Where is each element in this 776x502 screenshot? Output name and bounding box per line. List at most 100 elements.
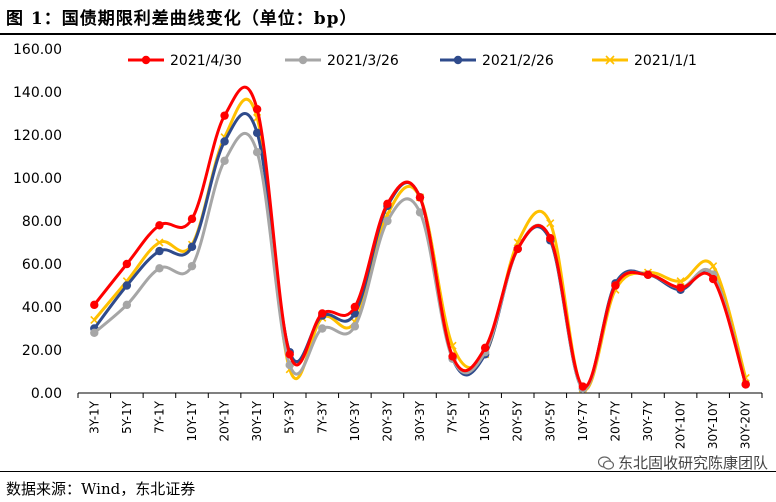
x-tick-label: 10Y-7Y: [576, 400, 590, 441]
source-note: 数据来源：Wind，东北证券: [6, 480, 196, 498]
figure-title: 图 1：国债期限利差曲线变化（单位：bp）: [6, 9, 358, 29]
series-line: [93, 131, 748, 391]
data-point: [709, 262, 718, 271]
data-point: [187, 214, 197, 224]
data-point: [155, 246, 164, 256]
legend-marker: [453, 55, 463, 65]
data-point: [546, 234, 555, 243]
line-chart: 0.00 20.00 40.00 60.00 80.00 100.00 120.00 140.…: [13, 42, 763, 449]
x-axis: 3Y-1Y 5Y-1Y 7Y-1Y 10Y-1Y 20Y-1Y 30Y-1Y 5Y-3Y 7Y…: [77, 392, 763, 449]
data-point: [187, 242, 197, 251]
watermark: 东北固收研究陈康团队: [597, 452, 768, 473]
y-tick-label: 100.00: [13, 171, 62, 187]
wechat-icon: [597, 456, 614, 470]
data-point: [480, 343, 490, 353]
x-tick-label: 30Y-7Y: [641, 400, 655, 441]
title-divider: [0, 33, 776, 35]
x-tick-label: 10Y-3Y: [348, 400, 362, 441]
data-point: [741, 380, 750, 389]
data-point: [155, 221, 164, 230]
x-tick-label: 20Y-3Y: [380, 400, 394, 441]
data-point: [90, 328, 99, 337]
watermark-text: 东北固收研究陈康团队: [617, 454, 768, 472]
data-point: [350, 322, 360, 331]
series-lines: [90, 85, 750, 393]
data-point: [220, 137, 229, 146]
y-tick-label: 140.00: [13, 85, 62, 101]
data-point: [90, 300, 99, 310]
data-point: [415, 208, 425, 217]
data-point: [285, 350, 294, 359]
data-point: [155, 238, 164, 247]
x-tick-label: 20Y-10Y: [674, 400, 688, 449]
series-line: [93, 112, 748, 391]
legend-label: 2021/3/26: [327, 53, 399, 69]
legend-label: 2021/2/26: [482, 53, 554, 69]
x-tick-label: 5Y-1Y: [120, 400, 134, 434]
y-axis: 0.00 20.00 40.00 60.00 80.00 100.00 120.00 140.…: [13, 42, 62, 402]
data-point: [122, 300, 132, 310]
data-point: [252, 148, 262, 157]
data-point: [383, 216, 392, 226]
data-point: [318, 309, 327, 318]
x-tick-label: 30Y-10Y: [706, 400, 720, 449]
data-point: [252, 128, 262, 138]
data-point: [220, 156, 229, 165]
x-tick-label: 30Y-20Y: [739, 400, 753, 449]
x-tick-label: 30Y-5Y: [543, 400, 557, 441]
legend-item: 2021/2/26: [440, 53, 554, 69]
x-tick-label: 5Y-3Y: [283, 400, 297, 434]
data-point: [220, 111, 229, 120]
data-point: [155, 264, 164, 273]
data-point: [643, 270, 653, 279]
legend-label: 2021/1/1: [634, 53, 697, 69]
data-point: [708, 274, 718, 284]
y-tick-label: 0.00: [31, 386, 62, 402]
data-point: [415, 193, 425, 202]
data-point: [187, 261, 197, 271]
x-tick-label: 20Y-7Y: [608, 400, 622, 441]
legend: 2021/4/30 2021/3/26 2021/2/26 2021/1/1: [128, 53, 697, 69]
legend-label: 2021/4/30: [170, 53, 242, 69]
legend-item: 2021/1/1: [592, 53, 697, 69]
data-point: [513, 244, 522, 254]
data-point: [448, 352, 457, 361]
y-tick-label: 160.00: [13, 42, 62, 58]
x-tick-label: 7Y-1Y: [152, 400, 166, 434]
x-tick-label: 7Y-3Y: [315, 400, 329, 434]
legend-item: 2021/3/26: [285, 53, 399, 69]
legend-item: 2021/4/30: [128, 53, 242, 69]
data-point: [383, 199, 392, 208]
data-point: [350, 302, 360, 312]
series-2021/3/26: [90, 131, 750, 393]
data-point: [122, 281, 132, 290]
data-point: [252, 105, 262, 114]
legend-marker: [141, 55, 151, 65]
data-point: [611, 281, 620, 290]
y-tick-label: 40.00: [22, 300, 62, 316]
y-tick-label: 80.00: [22, 214, 62, 230]
footer-divider: [0, 471, 776, 472]
x-tick-label: 20Y-5Y: [511, 400, 525, 441]
x-tick-label: 30Y-1Y: [250, 400, 264, 441]
legend-marker: [605, 55, 615, 65]
data-point: [122, 259, 132, 269]
x-tick-label: 10Y-1Y: [185, 400, 199, 441]
legend-marker: [298, 55, 308, 65]
data-point: [318, 324, 327, 333]
data-point: [578, 382, 588, 391]
data-point: [546, 219, 555, 228]
x-tick-label: 3Y-1Y: [87, 400, 101, 434]
x-tick-label: 20Y-1Y: [218, 400, 232, 441]
series-2021/4/30: [90, 85, 750, 391]
data-point: [676, 283, 685, 292]
x-tick-label: 30Y-3Y: [413, 400, 427, 441]
data-point: [90, 315, 99, 324]
x-tick-label: 10Y-5Y: [478, 400, 492, 441]
data-point: [676, 277, 685, 286]
series-2021/2/26: [90, 112, 750, 393]
series-line: [93, 85, 748, 389]
y-tick-label: 20.00: [22, 343, 62, 359]
x-tick-label: 7Y-5Y: [446, 400, 460, 434]
y-tick-label: 120.00: [13, 128, 62, 144]
